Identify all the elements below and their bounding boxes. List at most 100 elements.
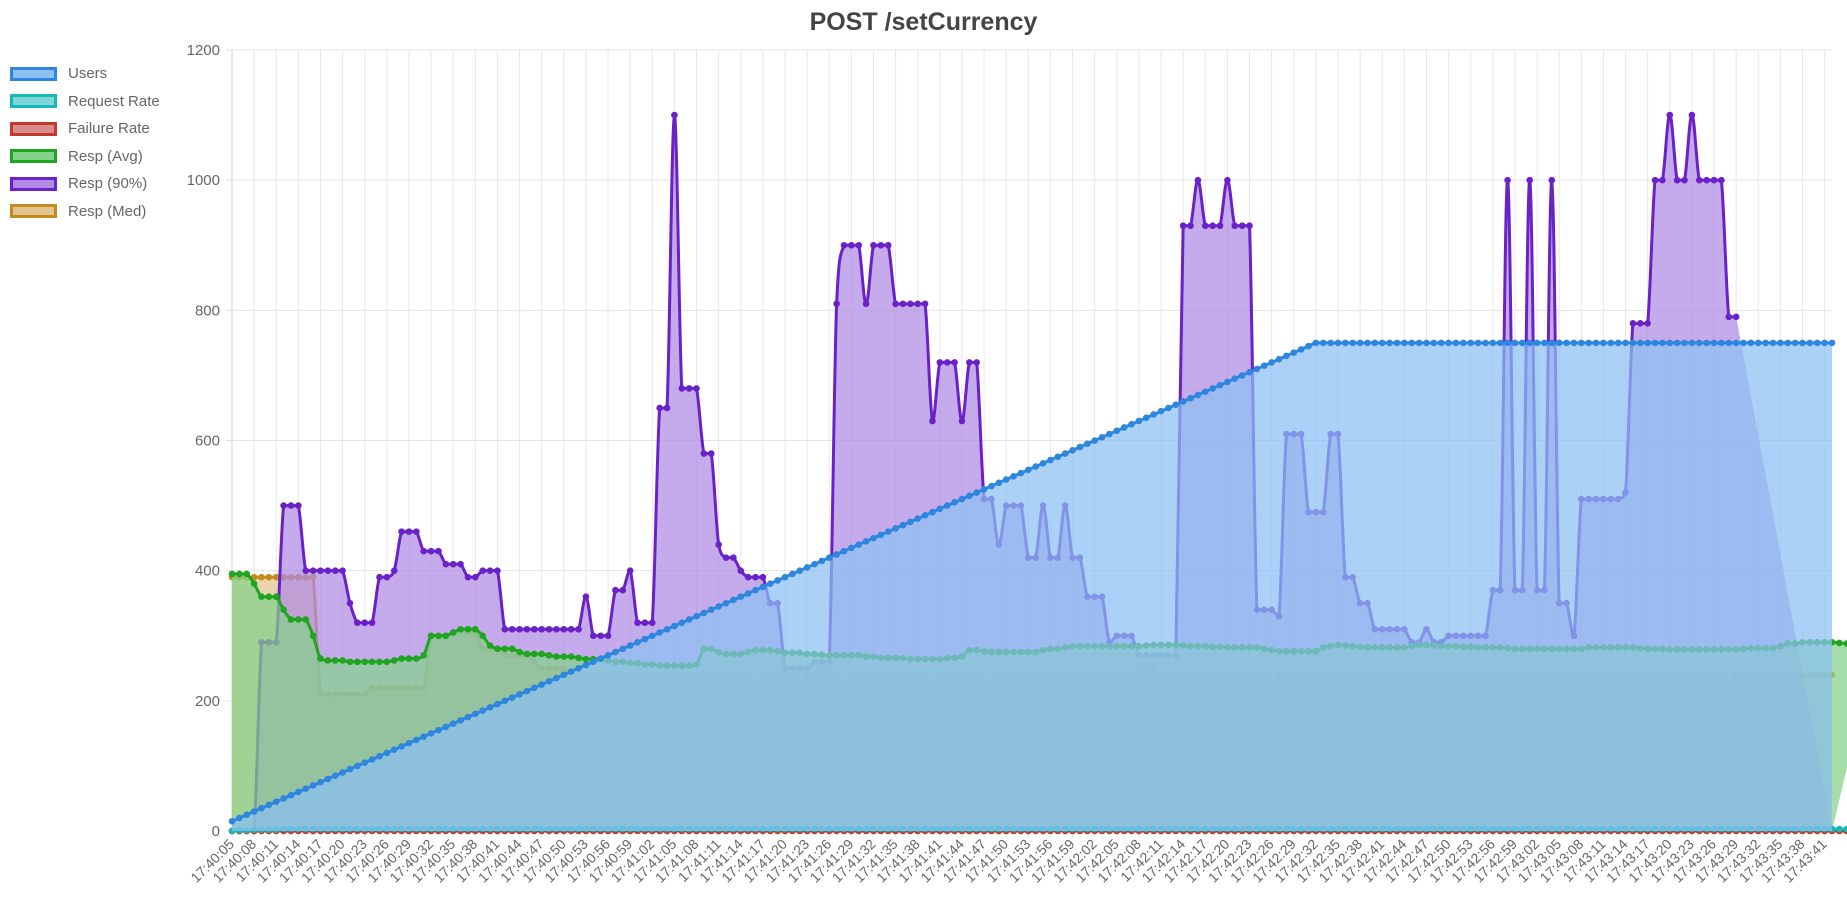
data-point-resp-90: [309, 567, 317, 574]
data-point-resp-90: [914, 300, 922, 308]
data-point-resp-90: [929, 417, 936, 425]
legend-item-resp-90[interactable]: Resp (90%): [10, 170, 160, 198]
data-point-users: [1452, 339, 1460, 347]
data-point-users: [1695, 339, 1703, 347]
legend-label: Users: [68, 65, 108, 83]
data-point-resp-90: [833, 300, 840, 308]
data-point-users: [1231, 375, 1239, 382]
data-point-users: [1777, 339, 1784, 347]
data-point-users: [1489, 339, 1497, 347]
data-point-resp-90: [656, 404, 663, 412]
data-point-resp-90: [1238, 222, 1246, 230]
legend-item-resp-med[interactable]: Resp (Med): [10, 198, 160, 226]
data-point-resp-90: [870, 241, 877, 249]
data-point-resp-90: [317, 567, 324, 574]
data-point-users: [1681, 339, 1688, 347]
data-point-users: [789, 570, 796, 578]
data-point-resp-avg: [523, 650, 531, 658]
data-point-users: [1334, 339, 1342, 347]
data-point-users: [1460, 339, 1467, 347]
data-point-resp-avg: [508, 645, 516, 653]
data-point-resp-90: [612, 586, 619, 594]
data-point-users: [870, 534, 877, 542]
data-point-users: [678, 619, 686, 627]
data-point-resp-avg: [427, 632, 435, 640]
data-point-resp-avg: [258, 593, 265, 600]
data-point-users: [966, 492, 973, 500]
data-point-users: [825, 554, 833, 561]
data-point-resp-90: [1651, 176, 1659, 184]
data-point-resp-avg: [1843, 640, 1847, 647]
data-point-users: [1401, 339, 1408, 347]
data-point-users: [1312, 339, 1320, 347]
data-point-resp-90: [1216, 222, 1224, 230]
data-point-users: [1275, 355, 1283, 363]
data-point-users: [427, 730, 435, 737]
data-point-resp-90: [848, 241, 855, 249]
y-tick-label: 200: [195, 693, 220, 710]
data-point-resp-90: [700, 450, 708, 457]
data-point-resp-90: [501, 625, 509, 633]
data-point-resp-90: [737, 567, 745, 574]
data-point-resp-90: [899, 300, 907, 308]
data-point-resp-90: [582, 593, 590, 600]
data-point-users: [1017, 469, 1025, 477]
data-point-resp-90: [1688, 111, 1696, 119]
data-point-resp-90: [943, 359, 951, 366]
data-point-users: [309, 782, 317, 789]
data-point-users: [634, 638, 641, 646]
data-point-users: [1747, 339, 1755, 347]
data-point-resp-90: [855, 241, 863, 249]
data-point-users: [272, 798, 280, 806]
data-point-users: [295, 788, 302, 796]
data-point-users: [1165, 404, 1172, 412]
legend-swatch: [10, 176, 57, 191]
data-point-users: [1511, 339, 1519, 347]
legend-item-users[interactable]: Users: [10, 60, 160, 88]
data-point-resp-90: [715, 541, 722, 548]
data-point-users: [1378, 339, 1386, 347]
data-point-users: [907, 518, 914, 526]
data-point-users: [958, 495, 966, 503]
legend-item-failure-rate[interactable]: Failure Rate: [10, 115, 160, 143]
data-point-users: [376, 752, 383, 760]
data-point-resp-90: [707, 450, 715, 457]
data-point-users: [1762, 339, 1769, 347]
data-point-resp-90: [892, 300, 899, 308]
y-tick-label: 1000: [187, 172, 220, 189]
data-point-resp-90: [339, 567, 346, 574]
legend-item-request-rate[interactable]: Request Rate: [10, 88, 160, 116]
data-point-users: [1563, 339, 1570, 347]
data-point-resp-90: [730, 554, 737, 561]
data-point-users: [1319, 339, 1327, 347]
data-point-users: [501, 697, 509, 705]
data-point-users: [545, 678, 553, 685]
data-point-resp-90: [752, 573, 759, 581]
data-point-resp-90: [1718, 176, 1725, 184]
data-point-users: [1386, 339, 1393, 347]
data-point-resp-90: [693, 385, 700, 392]
data-point-resp-90: [1703, 176, 1710, 184]
data-point-resp-avg: [243, 570, 251, 578]
data-point-request-rate: [1836, 825, 1843, 833]
data-point-users: [250, 808, 258, 815]
data-point-users: [1740, 339, 1747, 347]
legend-item-resp-avg[interactable]: Resp (Avg): [10, 143, 160, 171]
data-point-resp-90: [759, 573, 767, 581]
data-point-users: [1002, 476, 1010, 483]
data-point-users: [324, 775, 332, 783]
data-point-users: [1607, 339, 1615, 347]
data-point-resp-90: [560, 625, 568, 633]
data-point-users: [1600, 339, 1607, 347]
data-point-resp-avg: [346, 658, 354, 666]
data-point-users: [641, 635, 649, 643]
data-point-resp-90: [302, 567, 310, 574]
data-point-users: [1636, 339, 1644, 347]
data-point-resp-90: [287, 502, 295, 509]
data-point-users: [855, 541, 863, 548]
data-point-resp-90: [538, 625, 545, 633]
legend-label: Resp (Avg): [68, 147, 143, 165]
data-point-users: [1754, 339, 1762, 347]
data-point-users: [1150, 411, 1157, 418]
data-point-users: [744, 590, 752, 597]
